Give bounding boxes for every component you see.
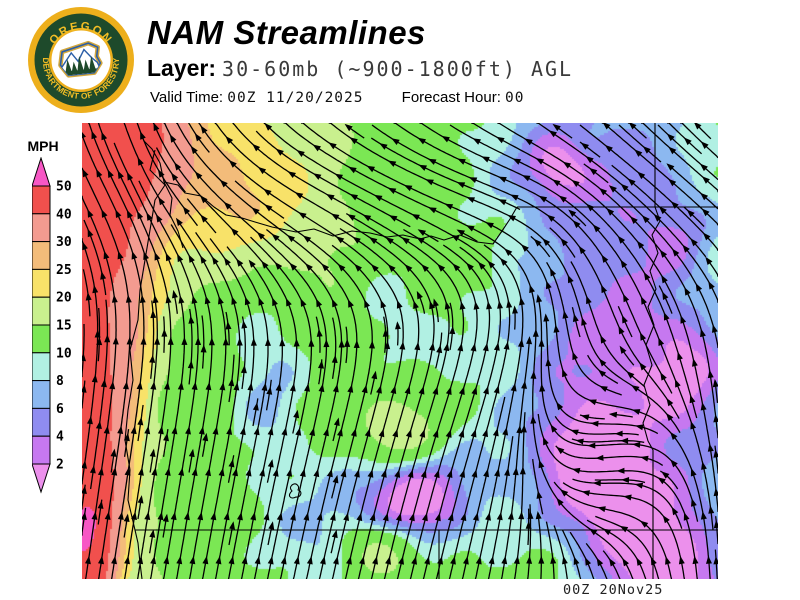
legend-tick-label: 6 [56,402,64,417]
legend-tick-label: 25 [56,263,72,278]
legend-tick-label: 15 [56,319,72,334]
wind-speed-legend: 50 40 30 25 20 15 10 8 6 4 2 [32,157,72,494]
legend-tick-label: 8 [56,374,64,389]
map-run-annotation: 00Z 20Nov25 [563,582,664,598]
legend-segment [32,241,51,270]
valid-time-value: 00Z 11/20/2025 [227,90,364,106]
legend-tick-label: 40 [56,207,72,222]
streamlines-overlay [82,123,718,579]
legend-segment [32,407,51,437]
legend-tick-label: 4 [56,430,64,445]
legend-unit-label: MPH [27,138,59,154]
valid-time-label: Valid Time: [150,89,224,106]
streamline-map [82,123,718,579]
legend-segment [32,435,51,465]
legend-under-arrow [32,463,51,494]
legend-tick-label: 30 [56,235,72,250]
legend-segment [32,380,51,409]
legend-segment [32,352,51,382]
legend-tick-label: 2 [56,458,64,473]
legend-segment [32,213,51,243]
forecast-hour-label: Forecast Hour: [401,89,501,106]
legend-segment [32,268,51,298]
forecast-hour-value: 00 [505,90,525,106]
odf-logo-icon: OREGON DEPARTMENT OF FORESTRY [28,7,134,113]
page-title: NAM Streamlines [147,14,426,51]
time-row: Valid Time: 00Z 11/20/2025 Forecast Hour… [150,89,525,106]
layer-label: Layer: [147,55,217,81]
legend-tick-label: 50 [56,180,72,195]
legend-segment [32,296,51,326]
oregon-state-emblem [58,40,103,78]
legend-tick-label: 20 [56,291,72,306]
layer-row: Layer: 30-60mb (~900-1800ft) AGL [147,55,573,82]
layer-value: 30-60mb (~900-1800ft) AGL [222,57,574,81]
streamline-arrowheads [82,123,718,567]
legend-over-arrow [32,157,51,187]
trees-icon [62,55,100,77]
legend-segment [32,185,51,215]
legend-tick-label: 10 [56,346,72,361]
legend-segment [32,324,51,354]
